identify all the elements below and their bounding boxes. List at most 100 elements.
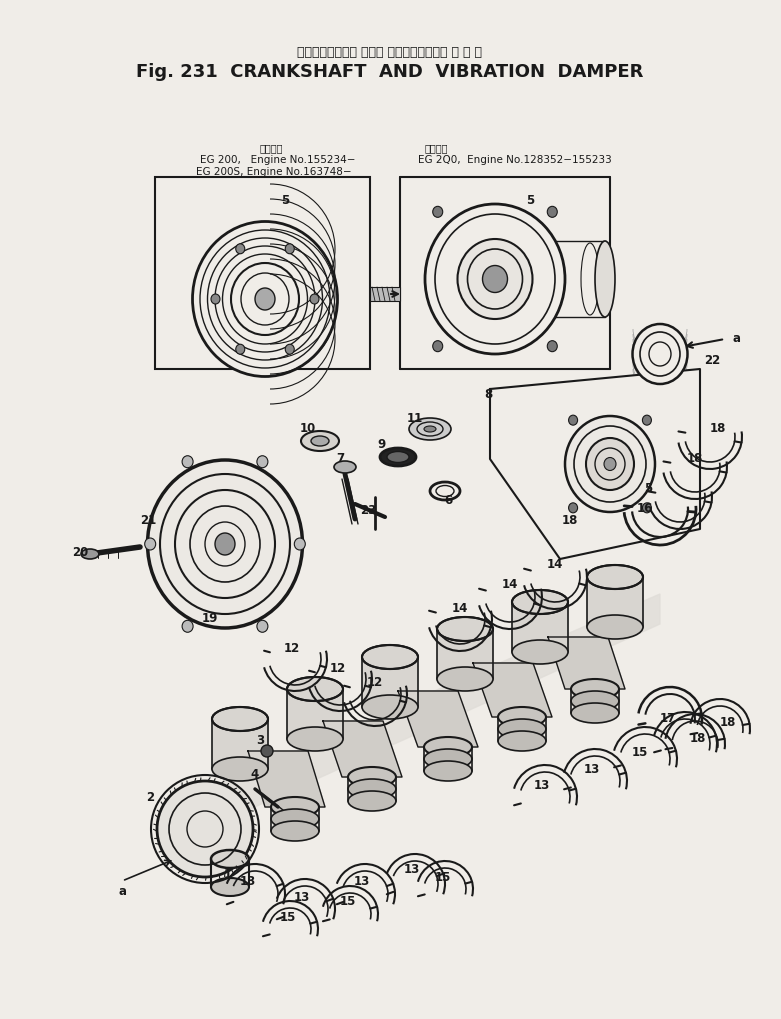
Ellipse shape [301, 432, 339, 451]
Ellipse shape [387, 452, 409, 463]
Ellipse shape [483, 266, 508, 293]
Text: 13: 13 [354, 874, 370, 888]
Ellipse shape [362, 695, 418, 719]
Ellipse shape [257, 621, 268, 633]
Ellipse shape [211, 850, 249, 868]
Ellipse shape [211, 878, 249, 896]
Text: 8: 8 [484, 388, 492, 401]
Ellipse shape [643, 416, 651, 426]
Ellipse shape [348, 791, 396, 811]
Ellipse shape [334, 462, 356, 474]
Text: 17: 17 [660, 711, 676, 723]
Ellipse shape [182, 621, 193, 633]
Ellipse shape [409, 419, 451, 440]
Ellipse shape [433, 207, 443, 218]
Ellipse shape [148, 461, 302, 629]
Ellipse shape [212, 707, 268, 732]
Ellipse shape [565, 417, 655, 513]
Ellipse shape [285, 344, 294, 355]
Text: 1: 1 [224, 867, 232, 880]
Text: 5: 5 [644, 481, 652, 494]
Ellipse shape [271, 809, 319, 829]
Bar [512, 602, 568, 652]
Polygon shape [195, 594, 660, 835]
Ellipse shape [271, 821, 319, 841]
Ellipse shape [271, 797, 319, 817]
Text: 4: 4 [251, 767, 259, 781]
Bar [370, 287, 400, 302]
Ellipse shape [311, 436, 329, 446]
Ellipse shape [255, 288, 275, 311]
Text: 12: 12 [284, 641, 300, 654]
Ellipse shape [643, 503, 651, 514]
Text: 21: 21 [140, 513, 156, 526]
Ellipse shape [547, 207, 558, 218]
Ellipse shape [236, 344, 244, 355]
Text: 14: 14 [547, 558, 563, 571]
Text: a: a [118, 884, 126, 898]
Bar [287, 689, 343, 739]
Text: クランクシャフト および バイブレーション ダ ン パ: クランクシャフト および バイブレーション ダ ン パ [298, 46, 483, 58]
Text: 13: 13 [534, 779, 550, 792]
Ellipse shape [587, 566, 643, 589]
Ellipse shape [498, 707, 546, 728]
Ellipse shape [433, 341, 443, 353]
Text: 23: 23 [360, 503, 376, 516]
Ellipse shape [215, 534, 235, 555]
Text: 10: 10 [300, 421, 316, 434]
Polygon shape [323, 721, 402, 777]
Ellipse shape [236, 245, 244, 255]
Text: 13: 13 [404, 863, 420, 875]
Ellipse shape [512, 640, 568, 664]
Ellipse shape [498, 719, 546, 739]
Polygon shape [398, 691, 478, 747]
Ellipse shape [437, 667, 493, 691]
Text: 5: 5 [526, 194, 534, 206]
Text: EG 2Q0,  Engine No.128352−155233: EG 2Q0, Engine No.128352−155233 [418, 155, 612, 165]
Ellipse shape [425, 205, 565, 355]
Ellipse shape [192, 222, 337, 377]
Ellipse shape [212, 757, 268, 782]
Polygon shape [548, 637, 625, 689]
Text: a: a [733, 331, 741, 344]
Ellipse shape [498, 732, 546, 751]
Text: 12: 12 [330, 661, 346, 674]
Text: 9: 9 [378, 438, 386, 451]
Ellipse shape [424, 427, 436, 433]
Ellipse shape [604, 459, 616, 471]
Text: 適用号機: 適用号機 [425, 143, 448, 153]
Circle shape [261, 745, 273, 757]
Bar [212, 719, 268, 769]
Ellipse shape [571, 680, 619, 699]
Ellipse shape [571, 703, 619, 723]
Text: 5: 5 [281, 194, 289, 206]
Ellipse shape [586, 438, 634, 490]
Ellipse shape [512, 590, 568, 614]
Text: 11: 11 [407, 411, 423, 424]
Ellipse shape [294, 538, 305, 550]
Ellipse shape [595, 242, 615, 318]
Text: 18: 18 [686, 451, 703, 464]
Ellipse shape [380, 448, 416, 467]
Ellipse shape [81, 549, 99, 559]
Bar [587, 578, 643, 628]
Ellipse shape [257, 457, 268, 469]
Ellipse shape [437, 618, 493, 641]
Ellipse shape [633, 325, 687, 384]
Text: 18: 18 [562, 513, 578, 526]
Polygon shape [473, 663, 552, 717]
Ellipse shape [569, 416, 578, 426]
Ellipse shape [211, 294, 220, 305]
Text: 18: 18 [720, 714, 736, 728]
Ellipse shape [287, 728, 343, 751]
Text: 15: 15 [340, 895, 356, 908]
Text: 2: 2 [146, 791, 154, 804]
Ellipse shape [571, 691, 619, 711]
Ellipse shape [182, 457, 193, 469]
Circle shape [157, 782, 253, 877]
Text: 3: 3 [256, 733, 264, 746]
Ellipse shape [144, 538, 155, 550]
Ellipse shape [424, 749, 472, 769]
Text: 15: 15 [280, 911, 296, 923]
Text: 13: 13 [584, 763, 600, 775]
